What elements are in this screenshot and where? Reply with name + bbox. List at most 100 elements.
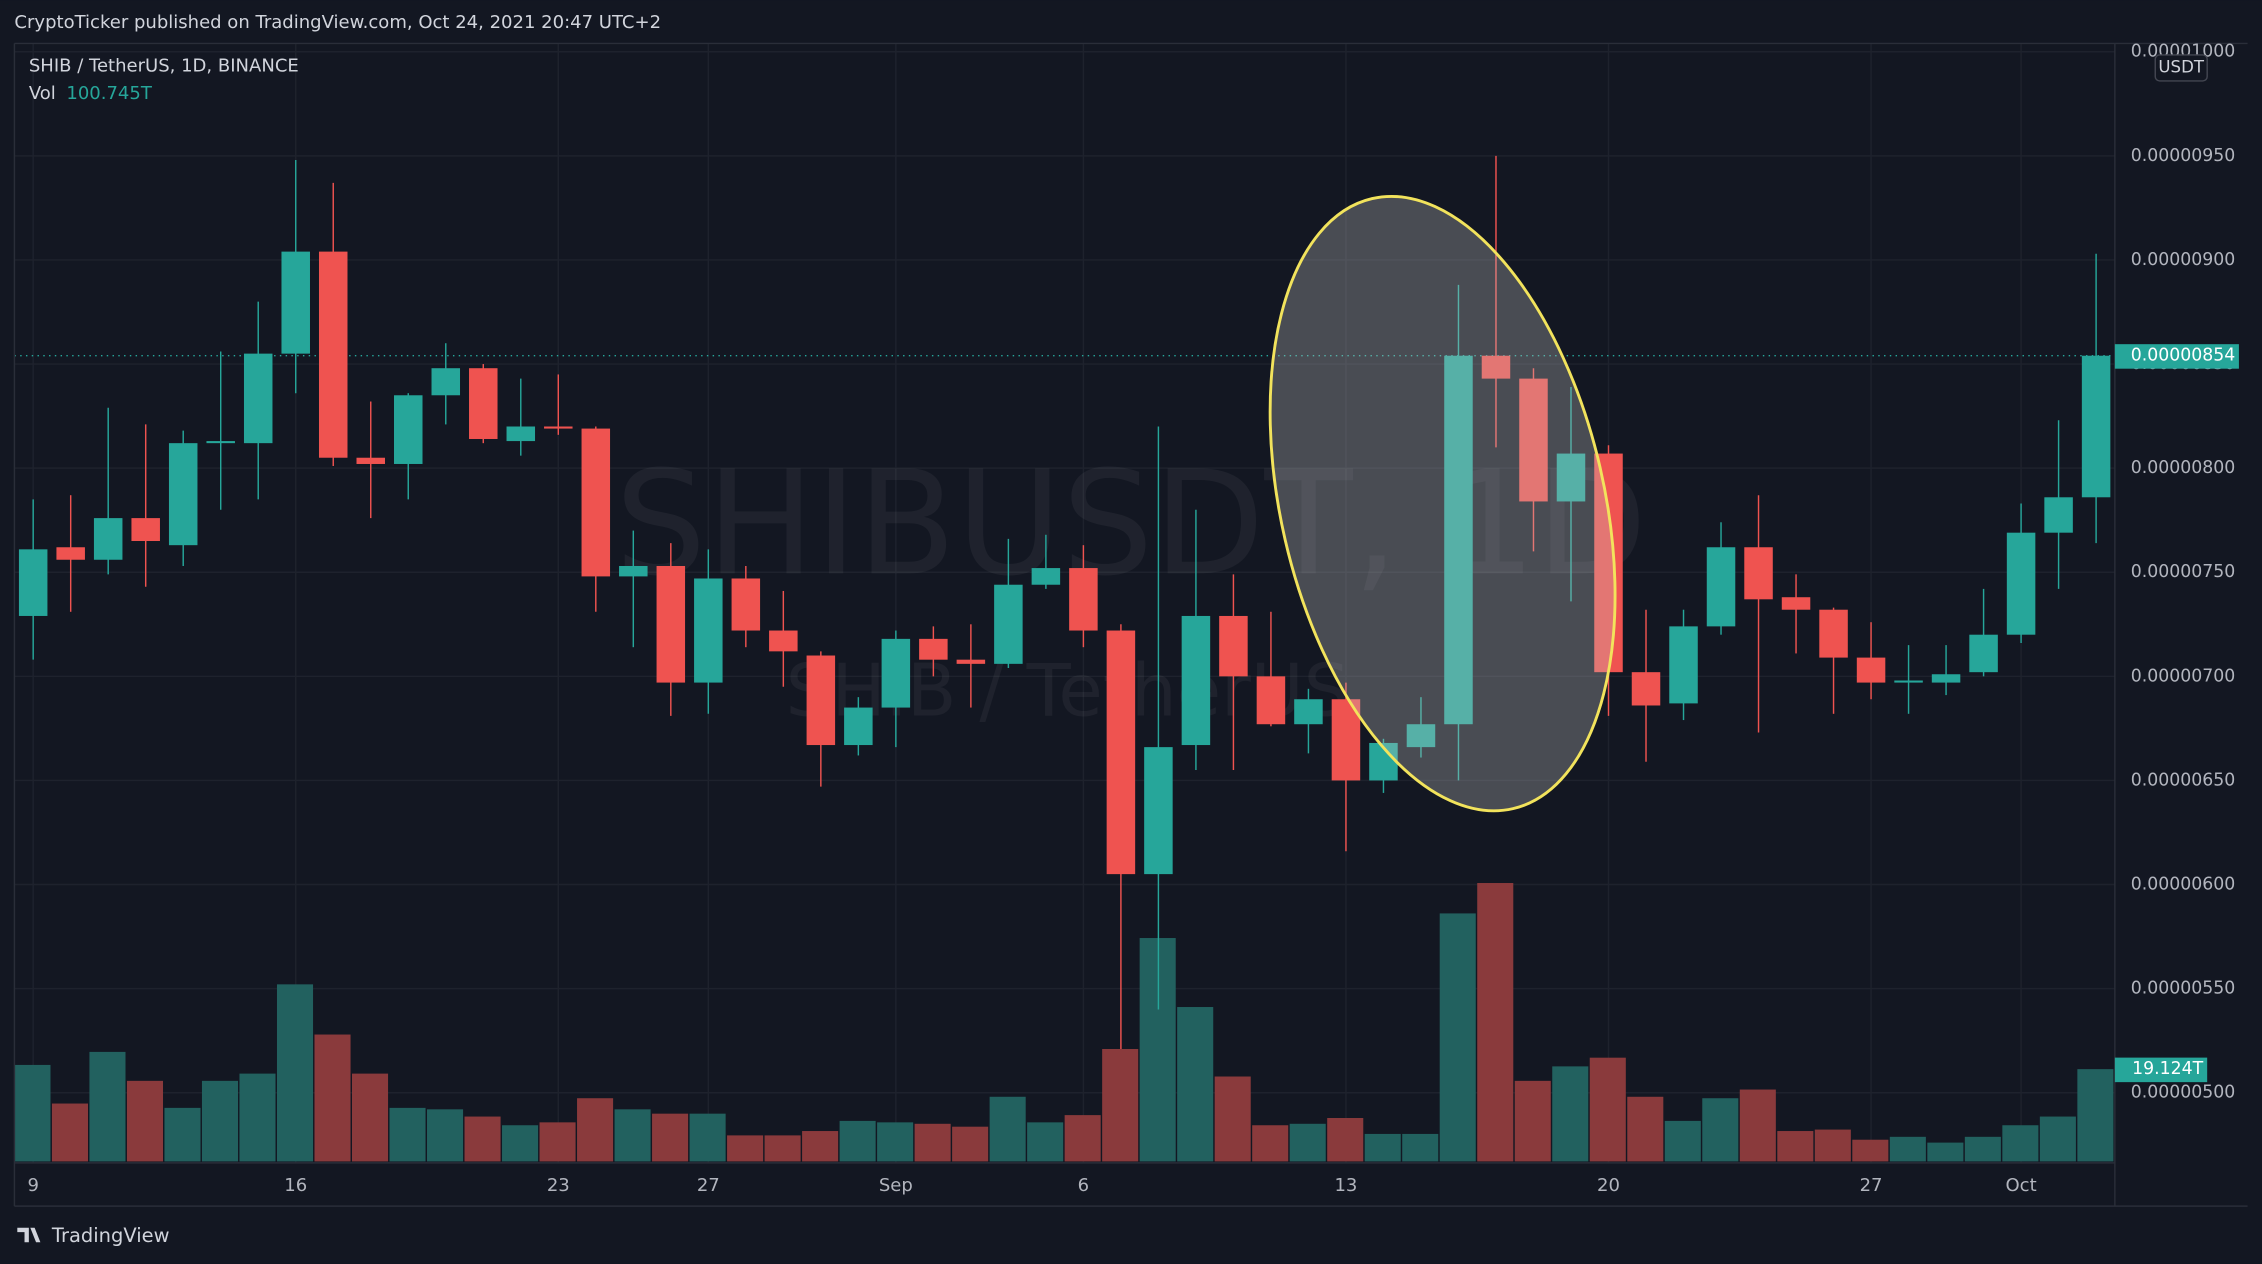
candle-body [1519,378,1548,502]
candle-body [1256,676,1286,725]
candle-body [956,659,986,664]
candle-body [318,251,348,458]
candle-body [1406,724,1436,748]
highlight-ellipse [1268,194,1617,813]
volume-bar [727,1135,764,1162]
volume-bar [1477,883,1514,1162]
brand: TradingView [51,1224,170,1247]
x-tick-label: 23 [547,1175,570,1196]
y-tick-label: 0.00000500 [2131,1083,2236,1103]
volume-bar [239,1073,276,1162]
y-tick-label: 0.00000750 [2131,562,2236,582]
y-tick-label: 0.00000650 [2131,770,2236,790]
volume-bar [1589,1057,1626,1162]
candle-body [168,443,198,546]
candle-body [1031,568,1061,585]
candle-body [1069,568,1098,631]
candle-body [1219,615,1248,677]
volume-bar [427,1109,464,1162]
volume-bar [1552,1066,1589,1162]
volume-bar [1889,1136,1926,1162]
volume-bar [1439,913,1476,1162]
candle-body [206,441,235,444]
x-tick-label: 9 [27,1175,38,1196]
volume-bar [1739,1089,1776,1162]
volume-bar [1514,1080,1551,1162]
volume-bar [764,1135,801,1162]
candle-body [881,638,911,708]
x-tick-label: 6 [1078,1175,1089,1196]
volume-bar [2077,1069,2114,1162]
volume-bar [1364,1133,1401,1162]
volume-bar [989,1096,1026,1162]
last-volume-label: 19.124T [2132,1059,2204,1079]
candle-body [1744,547,1773,600]
candle-body [469,368,498,439]
volume-bar [839,1120,876,1162]
watermark-subtitle: SHIB / TetherUS [786,649,1350,733]
volume-bar [51,1103,88,1162]
volume-bar [539,1122,576,1162]
x-tick-label: 27 [697,1175,720,1196]
candle-body [581,428,611,577]
candle-body [731,578,761,631]
candle-body [694,578,723,683]
volume-bar [126,1080,164,1162]
last-price-box [2114,344,2239,369]
currency: USDT [2158,57,2204,76]
y-tick-label: 0.00000800 [2131,458,2236,478]
volume-bar [164,1107,201,1162]
candles [18,155,2111,1050]
candle-body [2044,497,2073,533]
candle-body [1706,547,1736,627]
candle-body [1631,672,1661,706]
candle-body [1144,747,1173,875]
volume-bar [1852,1139,1889,1162]
candle-body [2081,355,2111,498]
volume-bar [802,1131,839,1162]
x-tick-label: 20 [1597,1175,1620,1196]
candle-body [919,638,948,660]
y-tick-label: 0.00000700 [2131,666,2236,686]
candle-body [2006,532,2036,635]
symbol-title: SHIB / TetherUS, 1D, BINANCE [29,56,299,77]
volume-bar [1214,1076,1251,1162]
volume-bar [1814,1129,1851,1162]
y-tick-label: 0.00000600 [2131,875,2236,895]
candle-body [544,426,573,429]
candle-body [131,518,160,542]
candle-body [394,395,423,464]
x-tick-label: Oct [2006,1175,2037,1196]
volume-bar [1027,1122,1064,1162]
x-tick-label: 16 [284,1175,307,1196]
volume-bar [1664,1120,1701,1162]
volume-bar [1402,1133,1439,1162]
candle-body [1594,453,1623,673]
volume-bar [89,1051,126,1162]
x-tick-label: 13 [1334,1175,1357,1196]
candle-body [1556,453,1586,502]
volume-bar [689,1113,726,1162]
x-tick-label: 27 [1860,1175,1883,1196]
volume-bar [502,1125,539,1162]
currency-box [2154,54,2208,82]
volume-bar [389,1107,426,1162]
volume-bar [1927,1142,1964,1162]
candle-body [431,368,461,396]
volume-bar [314,1034,351,1162]
candle-body [1781,597,1811,610]
volume-bar [1964,1136,2001,1162]
candle-body [1444,355,1473,725]
last-price-label: 0.00000854 [2131,346,2236,366]
volume-bar [1102,1049,1139,1162]
volume-bar [1327,1118,1364,1162]
candle-body [243,353,273,444]
candle-body [506,426,536,442]
y-tick-label: 0.00000900 [2131,250,2236,270]
candle-body [1856,657,1886,683]
volume-bar [14,1064,51,1162]
candle-body [18,549,48,616]
candle-body [356,457,386,464]
candle-body [56,547,85,560]
